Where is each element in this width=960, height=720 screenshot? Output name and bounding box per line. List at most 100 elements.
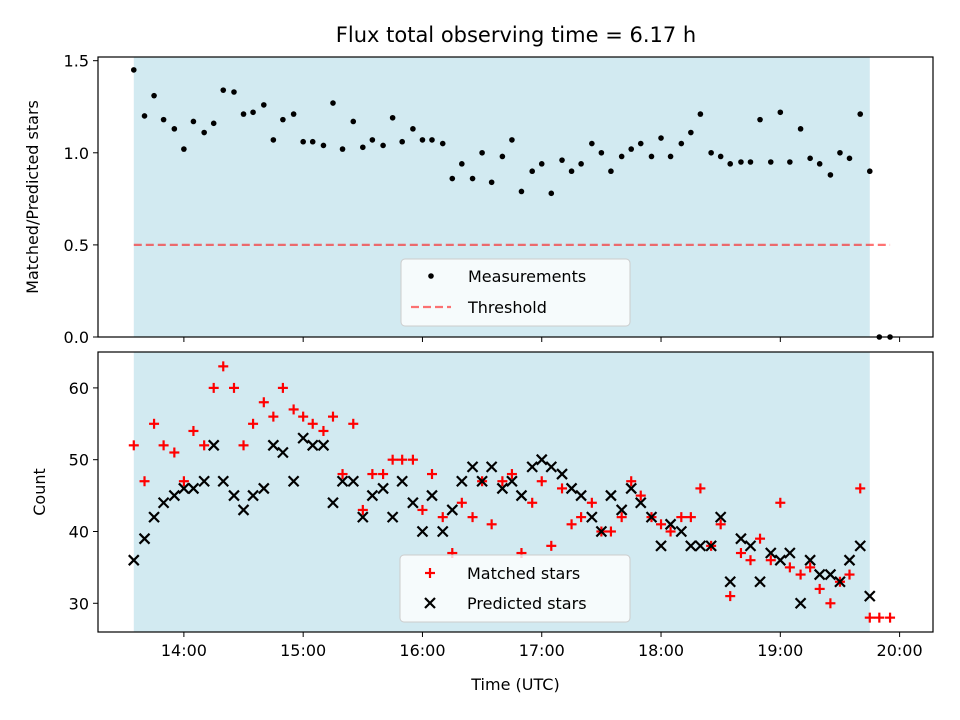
matched-star-point [616, 512, 627, 523]
measurement-point [261, 102, 267, 108]
legend-plus [425, 568, 435, 578]
upper-legend: Measurements Threshold [400, 258, 631, 327]
matched-star-point [318, 425, 329, 436]
matched-star-point [557, 483, 568, 494]
measurement-point [220, 87, 227, 93]
predicted-star-point [565, 482, 578, 495]
measurement-point [171, 126, 178, 132]
measurement-point [479, 149, 485, 156]
measurement-point [568, 168, 575, 175]
lower-legend: Matched stars Predicted stars [399, 554, 631, 623]
measurement-point [509, 137, 515, 143]
predicted-star-point [556, 468, 568, 480]
matched-star-point [844, 569, 855, 580]
measurement-point [250, 109, 256, 116]
predicted-star-point [864, 590, 876, 602]
lower-y-axis: 30 40 50 60 [69, 379, 98, 613]
matched-star-point [208, 382, 219, 393]
measurement-point [658, 135, 664, 141]
predicted-star-point [506, 475, 518, 488]
predicted-star-point [327, 496, 339, 509]
matched-star-point [566, 519, 577, 530]
matched-star-point [825, 598, 836, 609]
lower-legend-box [399, 554, 631, 623]
measurement-point [628, 146, 635, 152]
measurement-point [141, 113, 148, 119]
y-tick-label: 0.0 [64, 328, 89, 347]
predicted-star-point [615, 504, 628, 516]
predicted-star-point [237, 504, 250, 516]
matched-star-point [506, 469, 517, 480]
matched-star-point [656, 519, 667, 530]
legend-dot [428, 273, 434, 279]
measurement-point [717, 153, 724, 160]
predicted-star-point [774, 554, 787, 566]
predicted-star-point [586, 511, 598, 523]
predicted-star-point [794, 597, 807, 610]
predicted-star-point [366, 489, 379, 502]
upper-x-axis-ticks [183, 337, 901, 342]
matched-star-point [795, 569, 806, 580]
x-tick-label: 20:00 [877, 641, 923, 660]
measurement-point [787, 159, 793, 165]
matched-star-point [178, 476, 189, 487]
predicted-star-point [247, 489, 259, 502]
predicted-star-point [267, 439, 280, 452]
measurement-point [190, 118, 197, 125]
matched-star-point [685, 512, 696, 523]
measurement-point [807, 155, 813, 162]
y-tick-label: 60 [69, 379, 89, 398]
predicted-star-point [138, 532, 151, 545]
measurement-point [130, 67, 137, 73]
predicted-star-point [655, 540, 667, 552]
measurement-point [837, 149, 843, 156]
measurement-point [270, 137, 277, 143]
measurement-point [667, 153, 674, 160]
measurement-point [419, 137, 426, 143]
matched-star-point [864, 612, 875, 623]
predicted-star-point [446, 504, 459, 516]
y-tick-label: 1.5 [64, 52, 89, 71]
matched-star-point [327, 411, 338, 422]
matched-star-point [357, 504, 368, 515]
x-tick-label: 17:00 [519, 641, 565, 660]
matched-star-point [277, 382, 288, 393]
predicted-star-point [347, 475, 360, 488]
matched-star-point [367, 469, 378, 480]
matched-star-point [188, 425, 199, 436]
y-tick-label: 30 [69, 594, 89, 613]
measurement-point [300, 138, 306, 145]
matched-star-point [139, 476, 150, 487]
measurement-point [846, 155, 853, 162]
predicted-star-point [754, 575, 766, 588]
predicted-star-point [625, 482, 637, 495]
measurement-point [708, 149, 714, 156]
matched-star-point [228, 382, 239, 393]
matched-star-point [378, 469, 389, 480]
measurement-point [797, 126, 804, 132]
measurement-point [410, 126, 416, 132]
predicted-star-point [217, 475, 230, 488]
predicted-star-point [178, 482, 190, 495]
measurement-point [449, 175, 456, 182]
x-tick-label: 14:00 [161, 641, 207, 660]
matched-star-point [258, 397, 269, 408]
predicted-star-point [306, 439, 319, 452]
predicted-star-point [476, 475, 488, 488]
predicted-star-point [297, 432, 309, 444]
matched-star-point [576, 512, 587, 523]
measurement-point [618, 153, 625, 160]
matched-star-point [486, 519, 497, 530]
measurement-point [697, 111, 704, 117]
matched-star-point [546, 540, 557, 551]
matched-star-point [268, 411, 279, 422]
measurement-point [589, 140, 595, 147]
predicted-star-point [526, 461, 538, 473]
legend-predicted-label: Predicted stars [467, 594, 587, 613]
matched-star-point [765, 555, 776, 566]
measurement-point [231, 89, 237, 95]
legend-matched-symbol [425, 568, 435, 578]
matched-star-point [456, 497, 467, 508]
predicted-star-point [277, 446, 289, 459]
